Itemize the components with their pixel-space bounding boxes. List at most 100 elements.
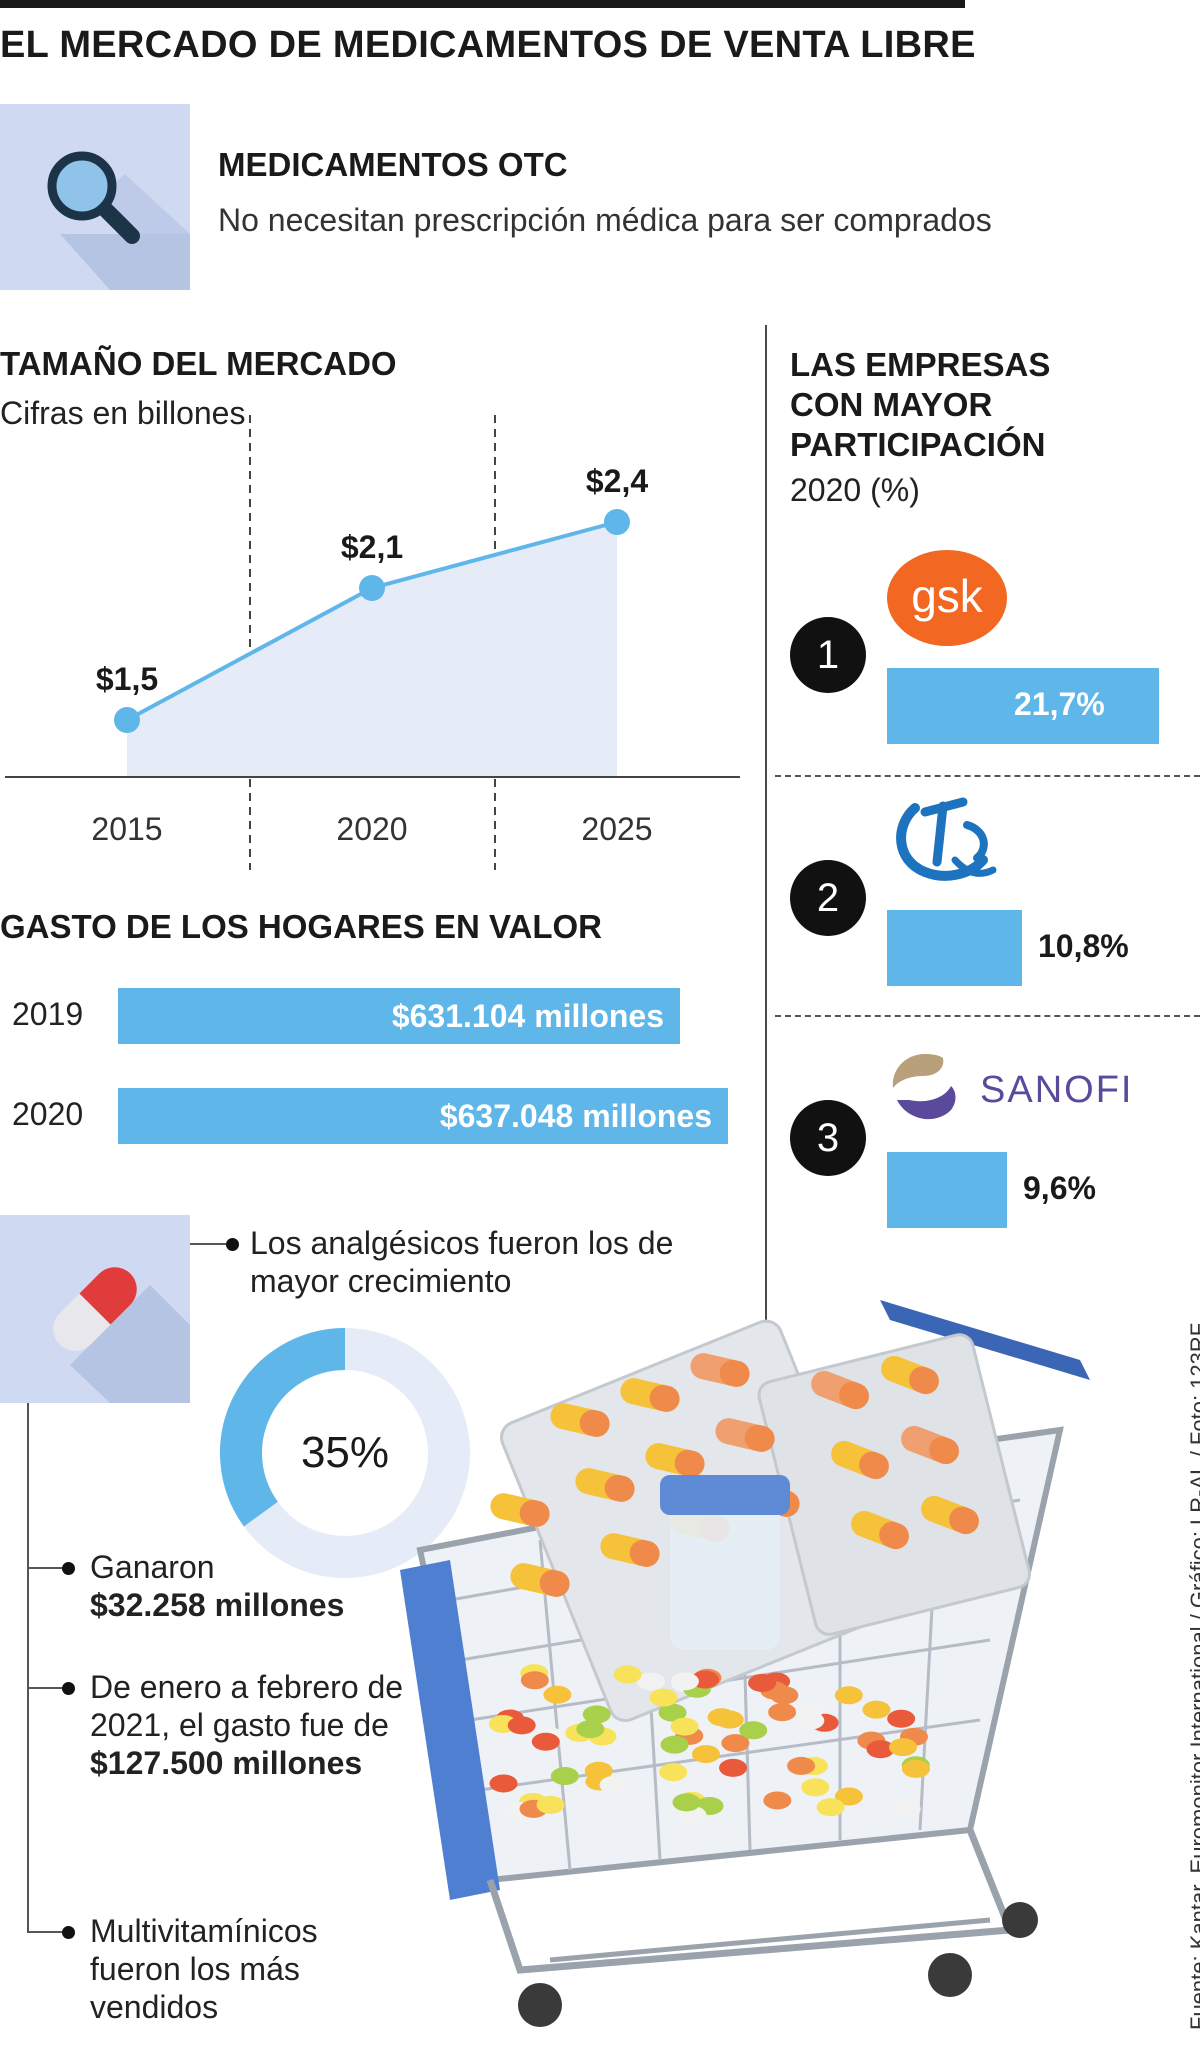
loose-pill	[902, 1759, 931, 1778]
bullet-dot	[62, 1562, 75, 1575]
capsule-pill	[620, 1378, 680, 1412]
market-size-title: TAMAÑO DEL MERCADO	[0, 345, 397, 382]
market-x-tick-2020: 2020	[336, 811, 407, 847]
pill-icon	[53, 1267, 190, 1403]
market-x-tick-2025: 2025	[581, 811, 652, 847]
connector-line	[27, 1931, 65, 1933]
loose-pill	[550, 1767, 579, 1786]
household-year-label-2020: 2020	[12, 1096, 84, 1132]
loose-pill	[636, 1672, 665, 1691]
loose-pill	[582, 1705, 611, 1724]
connector-line	[190, 1243, 226, 1245]
loose-pill	[768, 1703, 797, 1722]
loose-pill	[659, 1763, 688, 1782]
gsk-logo-text: gsk	[911, 570, 984, 622]
market-line-chart: $1,5 2015 $2,1 2020 $2,4 2025	[5, 415, 740, 870]
connector-line	[27, 1687, 65, 1689]
capsule-pill	[645, 1443, 705, 1477]
sanofi-logo-text: SANOFI	[980, 1069, 1133, 1111]
market-data-label-2015: $1,5	[96, 661, 158, 697]
household-year-label-2019: 2019	[12, 996, 84, 1032]
capsule-pill	[490, 1493, 550, 1527]
household-spending-title: GASTO DE LOS HOGARES EN VALOR	[0, 908, 603, 945]
analgesics-donut-chart: 35%	[220, 1328, 470, 1578]
loose-pill	[599, 1775, 628, 1794]
gsk-logo: gsk	[885, 548, 1010, 653]
loose-pill	[721, 1734, 750, 1753]
rank-badge-3: 3	[790, 1100, 866, 1176]
loose-pill	[658, 1703, 687, 1722]
loose-pill	[834, 1787, 863, 1806]
dash-separator	[775, 775, 1200, 777]
company-bar-1	[887, 668, 1159, 744]
loose-pill	[739, 1721, 768, 1740]
pill-icon-panel	[0, 1215, 190, 1403]
loose-pill	[520, 1671, 549, 1690]
otc-icon-panel	[0, 104, 190, 290]
loose-pill	[691, 1745, 720, 1764]
tq-logo	[885, 790, 1005, 890]
company-bar-label-3: 9,6%	[1023, 1170, 1096, 1206]
companies-subtitle: 2020 (%)	[790, 472, 920, 508]
loose-pill	[787, 1756, 816, 1775]
loose-pill	[613, 1665, 642, 1684]
loose-pill	[866, 1740, 895, 1759]
market-data-label-2020: $2,1	[341, 529, 403, 565]
capsule-pill	[901, 1425, 959, 1465]
bullet-dot	[62, 1926, 75, 1939]
loose-pill	[816, 1798, 845, 1817]
capsule-pill	[550, 1403, 610, 1437]
household-bar-2019: $631.104 millones	[118, 988, 680, 1044]
market-size-subtitle: Cifras en billones	[0, 395, 246, 431]
sanofi-logo: SANOFI	[885, 1040, 1135, 1130]
market-point-2020	[359, 575, 385, 601]
household-bar-label-2020: $637.048 millones	[439, 1097, 712, 1134]
capsule-pill	[690, 1353, 750, 1387]
bullet-dot	[62, 1682, 75, 1695]
loose-pill	[672, 1793, 701, 1812]
loose-pill	[796, 1711, 825, 1730]
capsule-pill	[921, 1495, 979, 1535]
loose-pill	[670, 1672, 699, 1691]
household-bar-2020: $637.048 millones	[118, 1088, 728, 1144]
bullet-multivitamins: Multivitamínicos fueron los más vendidos	[90, 1913, 318, 2025]
otc-title: MEDICAMENTOS OTC	[218, 146, 568, 183]
loose-pill	[536, 1795, 565, 1814]
loose-pill	[531, 1732, 560, 1751]
loose-pill	[770, 1686, 799, 1705]
shopping-cart-pills-image	[400, 1300, 1090, 2027]
capsule-pill	[851, 1510, 909, 1550]
analgesics-headline: Los analgésicos fueron los de mayor crec…	[250, 1225, 674, 1299]
loose-pill	[763, 1791, 792, 1810]
rank-badge-1: 1	[790, 617, 866, 693]
credits-text: Fuente: Kantar, Euromonitor Internationa…	[1186, 1322, 1200, 2030]
capsule-pill	[575, 1468, 635, 1502]
loose-pill	[719, 1758, 748, 1777]
capsule-pill	[510, 1563, 570, 1597]
loose-pill	[543, 1685, 572, 1704]
loose-pill	[670, 1717, 699, 1736]
bullet-dot	[226, 1238, 239, 1251]
loose-pill	[888, 1738, 917, 1757]
capsule-pill	[600, 1533, 660, 1567]
otc-description: No necesitan prescripción médica para se…	[218, 202, 992, 238]
market-point-2025	[604, 509, 630, 535]
loose-pill	[660, 1735, 689, 1754]
top-rule	[0, 0, 965, 8]
company-bar-3	[887, 1152, 1007, 1228]
loose-pill	[887, 1709, 916, 1728]
dash-separator	[775, 1015, 1200, 1017]
market-area-fill	[127, 522, 617, 777]
loose-pill	[649, 1688, 678, 1707]
loose-pill	[489, 1774, 518, 1793]
company-bar-label-2: 10,8%	[1038, 928, 1129, 964]
capsule-pill	[811, 1370, 869, 1410]
company-bar-label-1: 21,7%	[1014, 686, 1105, 722]
loose-pill	[748, 1673, 777, 1692]
capsule-pill	[831, 1440, 889, 1480]
loose-pill	[892, 1800, 921, 1819]
market-point-2015	[114, 707, 140, 733]
companies-title: LAS EMPRESAS CON MAYOR PARTICIPACIÓN	[790, 346, 1051, 463]
page-title: EL MERCADO DE MEDICAMENTOS DE VENTA LIBR…	[0, 24, 976, 66]
market-data-label-2025: $2,4	[586, 463, 648, 499]
